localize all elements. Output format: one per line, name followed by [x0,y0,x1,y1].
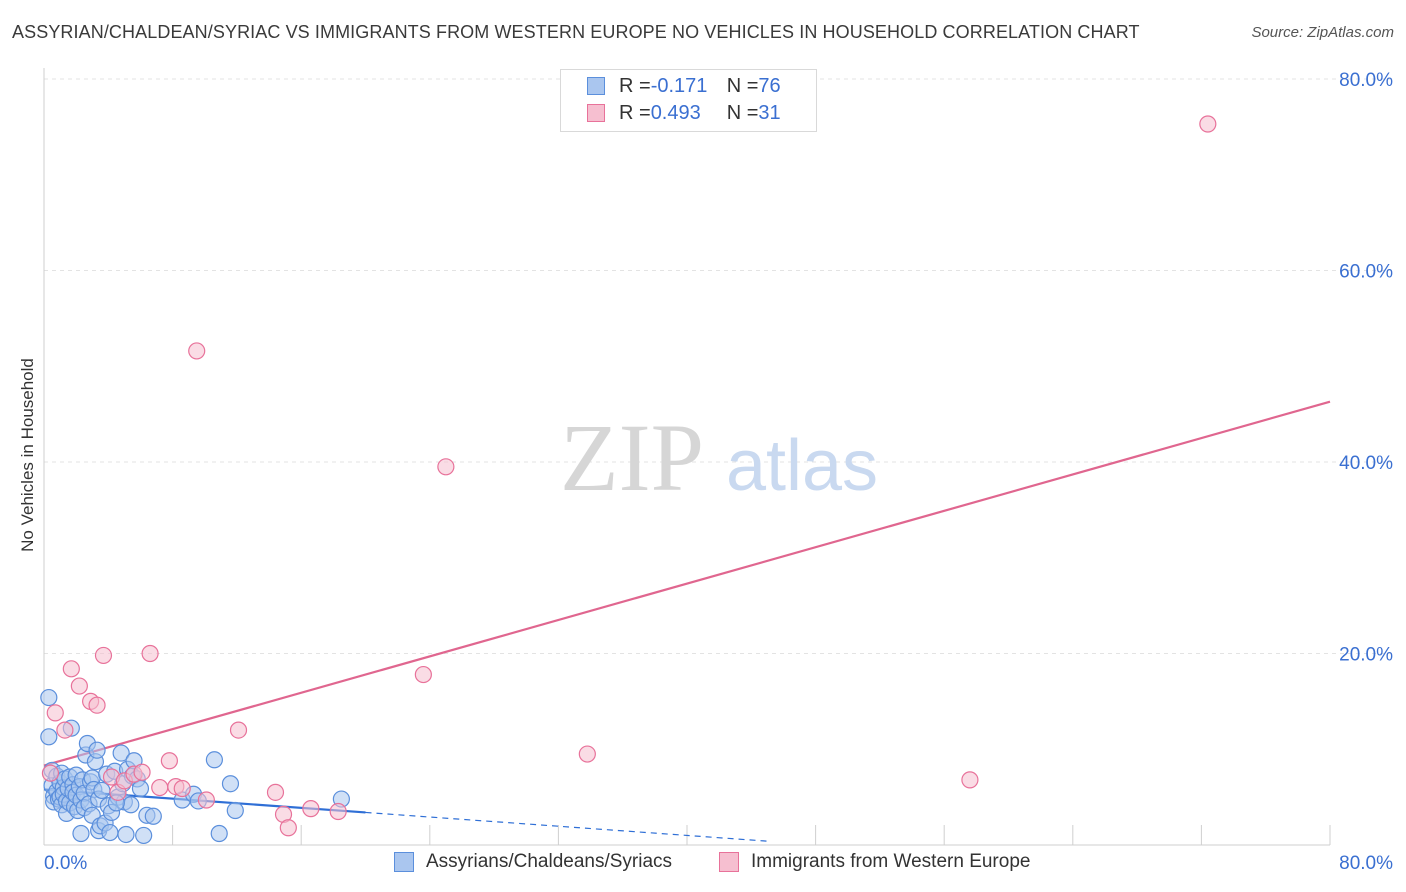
legend-r-value: 0.493 [650,101,701,124]
data-point-assyrian [112,744,130,762]
source-label: Source: ZipAtlas.com [1251,24,1394,41]
data-point-western-europe [46,704,64,722]
data-point-western-europe [94,646,113,665]
legend-r-label: R = [619,101,651,124]
legend-row-series2: R = 0.493 N = 31 [587,100,781,126]
legend-n-label: N = [726,101,759,124]
data-point-western-europe [229,721,248,739]
data-point-assyrian [205,751,223,769]
chart-title: ASSYRIAN/CHALDEAN/SYRIAC VS IMMIGRANTS F… [12,22,1140,42]
data-point-assyrian [131,779,150,798]
watermark-zip: ZIP [560,404,704,511]
y-tick-label: 20.0% [1339,645,1393,666]
data-point-western-europe [414,665,432,684]
data-point-western-europe [41,764,60,782]
legend-n-value: 76 [758,74,781,97]
data-point-assyrian [210,824,228,843]
data-point-western-europe [302,800,320,818]
trend-line-western-europe [43,400,1331,767]
axes [43,68,1331,846]
legend-r-value: -0.171 [650,74,708,97]
grid-lines [44,78,1392,654]
bottom-legend-item-2: Immigrants from Western Europe [719,851,1030,873]
data-point-western-europe [961,771,979,789]
data-point-western-europe [141,644,159,663]
bottom-legend-label-2: Immigrants from Western Europe [751,851,1031,872]
watermark-atlas: atlas [726,426,878,506]
data-point-western-europe [266,783,285,801]
data-point-assyrian [122,796,140,814]
legend-swatch-blue [587,77,605,95]
trend-line-assyrian-extension [365,811,768,842]
data-point-western-europe [151,778,169,797]
data-point-assyrian [221,775,240,793]
bottom-legend-swatch-blue [394,852,414,872]
data-point-western-europe [188,342,206,360]
data-point-assyrian [135,826,153,845]
data-point-assyrian [40,728,58,746]
bottom-legend-swatch-pink [719,852,739,872]
data-point-assyrian [144,807,162,825]
legend-n-label: N = [726,74,759,97]
legend-row-series1: R = -0.171 N = 76 [587,73,781,99]
data-point-assyrian [93,781,111,800]
data-point-western-europe [329,802,347,821]
data-point-western-europe [88,696,106,714]
legend-n-value: 31 [758,101,781,124]
legend: R = -0.171 N = 76 R = 0.493 N = 31 [560,69,817,132]
legend-swatch-pink [587,104,605,122]
data-point-western-europe [1199,115,1217,133]
y-tick-label: 60.0% [1339,262,1393,283]
data-point-assyrian [40,688,58,707]
x-tick-label: 80.0% [1339,853,1393,874]
data-point-western-europe [437,458,455,476]
bottom-legend-item-1: Assyrians/Chaldeans/Syriacs [394,851,672,873]
bottom-legend-label-1: Assyrians/Chaldeans/Syriacs [426,851,673,872]
data-point-western-europe [173,779,191,798]
legend-r-label: R = [619,74,651,97]
data-point-western-europe [62,660,80,678]
data-point-assyrian [88,741,106,759]
data-point-assyrian [101,823,119,842]
y-tick-label: 80.0% [1339,70,1393,91]
data-point-western-europe [133,763,151,781]
data-point-western-europe [197,791,215,809]
data-point-assyrian [72,824,90,843]
data-point-assyrian [226,801,244,820]
data-points [40,115,1217,845]
data-point-western-europe [160,752,178,770]
data-point-western-europe [578,745,596,763]
data-point-western-europe [56,721,74,739]
y-tick-label: 40.0% [1339,453,1393,474]
watermark: ZIP atlas [560,404,878,511]
x-tick-label: 0.0% [44,853,87,874]
tick-labels: 20.0% 40.0% 60.0% 80.0% 0.0% 80.0% [44,70,1393,874]
data-point-western-europe [279,819,297,837]
data-point-western-europe [70,677,88,695]
data-point-assyrian [117,825,135,844]
